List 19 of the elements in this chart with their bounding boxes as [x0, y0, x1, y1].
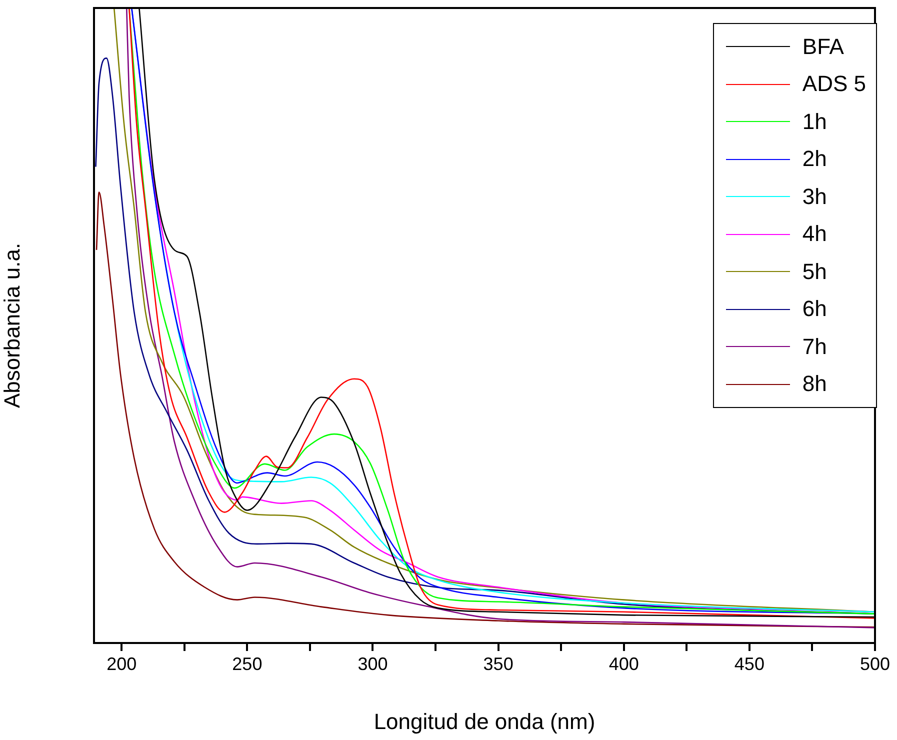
legend-label: 3h — [802, 184, 827, 210]
legend-label: 6h — [802, 296, 827, 322]
legend-label: BFA — [802, 34, 844, 60]
x-tick-label: 300 — [358, 654, 388, 674]
x-tick-label: 200 — [106, 654, 137, 674]
x-tick-label: 400 — [608, 654, 639, 674]
x-tick-label: 250 — [232, 654, 262, 674]
legend-label: 2h — [802, 146, 827, 172]
y-axis-title: Absorbancia u.a. — [0, 242, 24, 408]
legend-label: 7h — [802, 334, 827, 360]
legend-label: 1h — [802, 108, 827, 135]
legend-label: 8h — [802, 371, 827, 398]
legend-label: 5h — [802, 258, 827, 285]
x-tick-label: 350 — [483, 654, 514, 674]
x-tick-label: 450 — [734, 654, 764, 674]
x-tick-label: 500 — [860, 654, 890, 674]
legend-label: 4h — [802, 221, 827, 248]
x-axis-title: Longitud de onda (nm) — [374, 708, 596, 734]
legend-label: ADS 5 — [802, 71, 866, 98]
